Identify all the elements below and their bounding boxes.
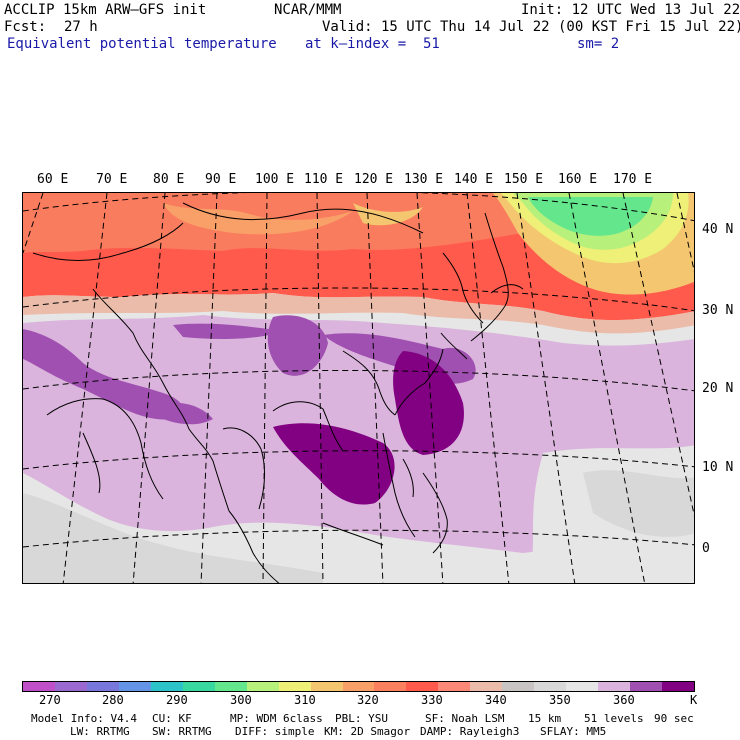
footer-resolution: 15 km	[528, 712, 562, 725]
smoothing-label: sm= 2	[577, 36, 620, 52]
lon-label-140e: 140 E	[454, 172, 494, 187]
colorbar-swatch	[438, 682, 471, 691]
colorbar-swatch	[342, 682, 375, 691]
colorbar-label-300: 300	[230, 693, 252, 707]
colorbar-swatch	[54, 682, 87, 691]
init-time: Init: 12 UTC Wed 13 Jul 22	[521, 2, 740, 18]
lon-label-70e: 70 E	[96, 172, 128, 187]
footer-diff: DIFF: simple	[235, 725, 315, 738]
forecast-hour: 27 h	[64, 19, 98, 35]
colorbar-swatch	[278, 682, 311, 691]
lon-label-160e: 160 E	[558, 172, 598, 187]
lat-label-0: 0	[702, 541, 710, 556]
lon-label-90e: 90 E	[205, 172, 237, 187]
center-label: NCAR/MMM	[274, 2, 342, 18]
footer-levels: 51 levels	[584, 712, 644, 725]
colorbar-swatch	[310, 682, 343, 691]
lon-label-130e: 130 E	[404, 172, 444, 187]
colorbar-swatch	[662, 682, 695, 691]
colorbar-swatch	[374, 682, 407, 691]
footer-mp: MP: WDM 6class	[230, 712, 323, 725]
colorbar-swatch	[406, 682, 439, 691]
colorbar-label-340: 340	[485, 693, 507, 707]
footer-cu: CU: KF	[152, 712, 192, 725]
colorbar-swatch	[118, 682, 151, 691]
footer-sflay: SFLAY: MM5	[540, 725, 607, 738]
colorbar-label-360: 360	[613, 693, 635, 707]
lon-label-60e: 60 E	[37, 172, 69, 187]
colorbar-label-290: 290	[166, 693, 188, 707]
lat-label-20n: 20 N	[702, 381, 734, 396]
colorbar-unit: K	[690, 693, 698, 707]
colorbar-label-280: 280	[102, 693, 124, 707]
footer-sf: SF: Noah LSM	[425, 712, 505, 725]
footer-sw: SW: RRTMG	[152, 725, 212, 738]
model-title: ACCLIP 15km ARW–GFS init	[4, 2, 207, 18]
footer-damp: DAMP: Rayleigh3	[420, 725, 520, 738]
colorbar-label-330: 330	[421, 693, 443, 707]
colorbar-label-320: 320	[357, 693, 379, 707]
colorbar	[22, 681, 695, 692]
colorbar-swatch	[23, 682, 55, 691]
map-field	[23, 193, 694, 583]
lon-label-100e: 100 E	[255, 172, 295, 187]
lon-label-120e: 120 E	[354, 172, 394, 187]
field-name: Equivalent potential temperature	[7, 36, 277, 52]
footer-model-info: Model Info: V4.4	[31, 712, 137, 725]
lat-label-30n: 30 N	[702, 303, 734, 318]
colorbar-swatch	[214, 682, 247, 691]
level-label: at k–index = 51	[305, 36, 440, 52]
colorbar-swatch	[182, 682, 215, 691]
footer-timestep: 90 sec	[654, 712, 694, 725]
colorbar-swatch	[502, 682, 535, 691]
lat-label-10n: 10 N	[702, 460, 734, 475]
footer-lw: LW: RRTMG	[70, 725, 130, 738]
colorbar-swatch	[470, 682, 503, 691]
footer-km: KM: 2D Smagor	[324, 725, 411, 738]
colorbar-swatch	[598, 682, 631, 691]
colorbar-label-350: 350	[549, 693, 571, 707]
forecast-label: Fcst:	[4, 19, 47, 35]
lon-label-150e: 150 E	[504, 172, 544, 187]
lon-label-170e: 170 E	[613, 172, 653, 187]
lon-label-80e: 80 E	[153, 172, 185, 187]
colorbar-swatch	[150, 682, 183, 691]
colorbar-swatch	[246, 682, 279, 691]
colorbar-swatch	[630, 682, 663, 691]
lon-label-110e: 110 E	[304, 172, 344, 187]
footer-pbl: PBL: YSU	[335, 712, 388, 725]
colorbar-label-270: 270	[39, 693, 61, 707]
valid-time: Valid: 15 UTC Thu 14 Jul 22 (00 KST Fri …	[322, 19, 740, 35]
colorbar-swatch	[86, 682, 119, 691]
colorbar-swatch	[566, 682, 599, 691]
colorbar-swatch	[534, 682, 567, 691]
colorbar-label-310: 310	[294, 693, 316, 707]
lat-label-40n: 40 N	[702, 222, 734, 237]
theta-e-map	[22, 192, 695, 584]
